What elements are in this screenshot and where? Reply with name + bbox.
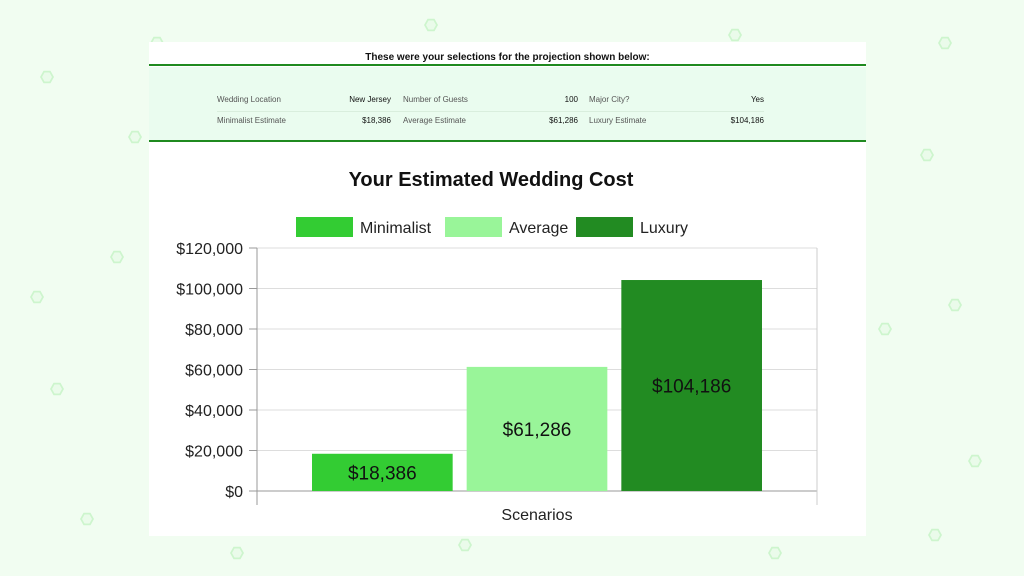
- bar-luxury: [621, 280, 762, 491]
- legend-label-average: Average: [509, 220, 568, 237]
- chart-bars: $18,386 $61,286 $104,186: [312, 280, 762, 491]
- number-of-guests-value: 100: [564, 95, 578, 104]
- data-label-luxury: $104,186: [652, 377, 731, 398]
- hexagon-decoration: [928, 528, 942, 542]
- hexagon-decoration: [728, 28, 742, 42]
- hexagon-decoration: [948, 298, 962, 312]
- y-tick-label: $100,000: [176, 282, 243, 299]
- average-estimate-label: Average Estimate: [403, 116, 466, 125]
- wedding-location-value: New Jersey: [349, 95, 391, 104]
- bottom-divider: [149, 140, 866, 142]
- legend-swatch-average: [445, 217, 502, 237]
- legend-swatch-minimalist: [296, 217, 353, 237]
- hexagon-decoration: [424, 18, 438, 32]
- y-tick-label: $60,000: [185, 363, 243, 380]
- y-tick-label: $0: [225, 484, 243, 501]
- chart-legend: Minimalist Average Luxury: [296, 217, 688, 237]
- row-divider: [217, 111, 764, 112]
- hexagon-decoration: [230, 546, 244, 560]
- data-label-average: $61,286: [503, 420, 572, 441]
- selections-title: These were your selections for the proje…: [365, 52, 650, 63]
- legend-label-minimalist: Minimalist: [360, 220, 432, 237]
- y-tick-label: $40,000: [185, 403, 243, 420]
- hexagon-decoration: [80, 512, 94, 526]
- wedding-location-label: Wedding Location: [217, 95, 281, 104]
- projection-card: These were your selections for the proje…: [149, 42, 866, 536]
- selections-row: Wedding Location New Jersey Number of Gu…: [217, 91, 764, 111]
- number-of-guests-label: Number of Guests: [403, 95, 468, 104]
- luxury-estimate-value: $104,186: [730, 116, 764, 125]
- legend-label-luxury: Luxury: [640, 220, 688, 237]
- hexagon-decoration: [768, 546, 782, 560]
- bar-average: [466, 366, 608, 491]
- hexagon-decoration: [968, 454, 982, 468]
- hexagon-decoration: [920, 148, 934, 162]
- y-tick-label: $80,000: [185, 322, 243, 339]
- minimalist-estimate-label: Minimalist Estimate: [217, 116, 286, 125]
- hexagon-decoration: [110, 250, 124, 264]
- hexagon-decoration: [938, 36, 952, 50]
- hexagon-decoration: [50, 382, 64, 396]
- hexagon-decoration: [30, 290, 44, 304]
- data-label-minimalist: $18,386: [348, 463, 417, 484]
- major-city-label: Major City?: [589, 95, 630, 104]
- y-tick-label: $120,000: [176, 241, 243, 258]
- hexagon-decoration: [40, 70, 54, 84]
- hexagon-decoration: [458, 538, 472, 552]
- bar-minimalist: [312, 453, 453, 491]
- y-tick-label: $20,000: [185, 444, 243, 461]
- luxury-estimate-label: Luxury Estimate: [589, 116, 647, 125]
- hexagon-decoration: [878, 322, 892, 336]
- top-divider: [149, 64, 866, 66]
- y-axis: $0 $20,000 $40,000 $60,000 $80,000 $100,000 $1…: [176, 241, 818, 505]
- selections-row: Minimalist Estimate $18,386 Average Esti…: [217, 112, 764, 132]
- hexagon-decoration: [128, 130, 142, 144]
- minimalist-estimate-value: $18,386: [362, 116, 391, 125]
- average-estimate-value: $61,286: [549, 116, 578, 125]
- x-axis-label: Scenarios: [501, 507, 572, 524]
- chart-title: Your Estimated Wedding Cost: [349, 169, 634, 191]
- selections-panel: Wedding Location New Jersey Number of Gu…: [149, 67, 866, 140]
- major-city-value: Yes: [750, 95, 764, 104]
- legend-swatch-luxury: [576, 217, 633, 237]
- wedding-cost-chart: Your Estimated Wedding Cost Minimalist Av…: [176, 169, 818, 524]
